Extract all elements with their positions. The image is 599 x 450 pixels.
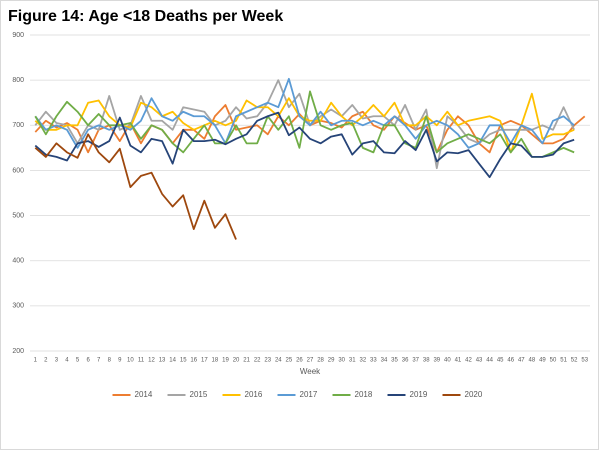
y-tick-label: 700 xyxy=(12,122,24,129)
x-tick-label: 28 xyxy=(317,358,324,364)
line-series xyxy=(34,90,575,158)
chart-title: Figure 14: Age <18 Deaths per Week xyxy=(8,8,283,25)
x-tick-label: 24 xyxy=(275,358,282,364)
x-tick-label: 39 xyxy=(433,358,440,364)
x-tick-label: 6 xyxy=(86,358,90,364)
x-tick-label: 27 xyxy=(307,358,314,364)
y-tick-label: 900 xyxy=(12,32,24,39)
x-tick-label: 25 xyxy=(286,358,293,364)
line-series xyxy=(34,111,575,179)
y-tick-label: 800 xyxy=(12,77,24,84)
x-tick-label: 26 xyxy=(296,358,303,364)
x-tick-label: 23 xyxy=(264,358,271,364)
x-tick-label: 20 xyxy=(233,358,240,364)
legend-label: 2018 xyxy=(355,390,373,399)
x-axis-label: Week xyxy=(300,367,321,376)
x-tick-label: 9 xyxy=(118,358,122,364)
x-tick-label: 22 xyxy=(254,358,261,364)
x-tick-label: 38 xyxy=(423,358,430,364)
x-tick-label: 7 xyxy=(97,358,101,364)
x-tick-label: 14 xyxy=(169,358,176,364)
x-tick-label: 16 xyxy=(190,358,197,364)
x-tick-label: 30 xyxy=(338,358,345,364)
legend-label: 2019 xyxy=(410,390,428,399)
legend-label: 2017 xyxy=(300,390,318,399)
x-tick-label: 42 xyxy=(465,358,472,364)
x-tick-label: 45 xyxy=(497,358,504,364)
x-tick-label: 19 xyxy=(222,358,229,364)
x-tick-label: 41 xyxy=(455,358,462,364)
x-tick-label: 51 xyxy=(560,358,567,364)
x-tick-label: 29 xyxy=(328,358,335,364)
x-tick-label: 4 xyxy=(65,358,69,364)
x-tick-label: 31 xyxy=(349,358,356,364)
x-tick-label: 34 xyxy=(381,358,388,364)
x-tick-label: 52 xyxy=(571,358,578,364)
x-tick-label: 1 xyxy=(34,358,38,364)
legend-label: 2014 xyxy=(135,390,153,399)
x-tick-label: 48 xyxy=(529,358,536,364)
x-tick-label: 37 xyxy=(412,358,419,364)
x-tick-label: 10 xyxy=(127,358,134,364)
x-tick-label: 40 xyxy=(444,358,451,364)
y-tick-label: 200 xyxy=(12,348,24,355)
y-tick-label: 600 xyxy=(12,167,24,174)
x-tick-label: 43 xyxy=(476,358,483,364)
legend-label: 2016 xyxy=(245,390,263,399)
x-tick-label: 32 xyxy=(359,358,366,364)
x-tick-label: 8 xyxy=(108,358,112,364)
x-tick-label: 13 xyxy=(159,358,166,364)
x-tick-label: 18 xyxy=(212,358,219,364)
y-tick-label: 300 xyxy=(12,303,24,310)
x-tick-label: 5 xyxy=(76,358,80,364)
x-tick-label: 50 xyxy=(550,358,557,364)
y-tick-label: 500 xyxy=(12,212,24,219)
legend-label: 2020 xyxy=(465,390,483,399)
x-tick-label: 49 xyxy=(539,358,546,364)
x-tick-label: 47 xyxy=(518,358,525,364)
x-tick-label: 33 xyxy=(370,358,377,364)
y-tick-label: 400 xyxy=(12,258,24,265)
x-tick-label: 2 xyxy=(44,358,48,364)
x-tick-label: 44 xyxy=(486,358,493,364)
x-tick-label: 12 xyxy=(148,358,155,364)
legend-label: 2015 xyxy=(190,390,208,399)
x-tick-label: 17 xyxy=(201,358,208,364)
x-tick-label: 46 xyxy=(507,358,514,364)
x-tick-label: 53 xyxy=(581,358,588,364)
x-tick-label: 15 xyxy=(180,358,187,364)
x-tick-label: 11 xyxy=(138,358,145,364)
x-tick-label: 21 xyxy=(243,358,250,364)
x-tick-label: 3 xyxy=(55,358,59,364)
x-tick-label: 36 xyxy=(402,358,409,364)
x-tick-label: 35 xyxy=(391,358,398,364)
line-series xyxy=(34,133,237,240)
